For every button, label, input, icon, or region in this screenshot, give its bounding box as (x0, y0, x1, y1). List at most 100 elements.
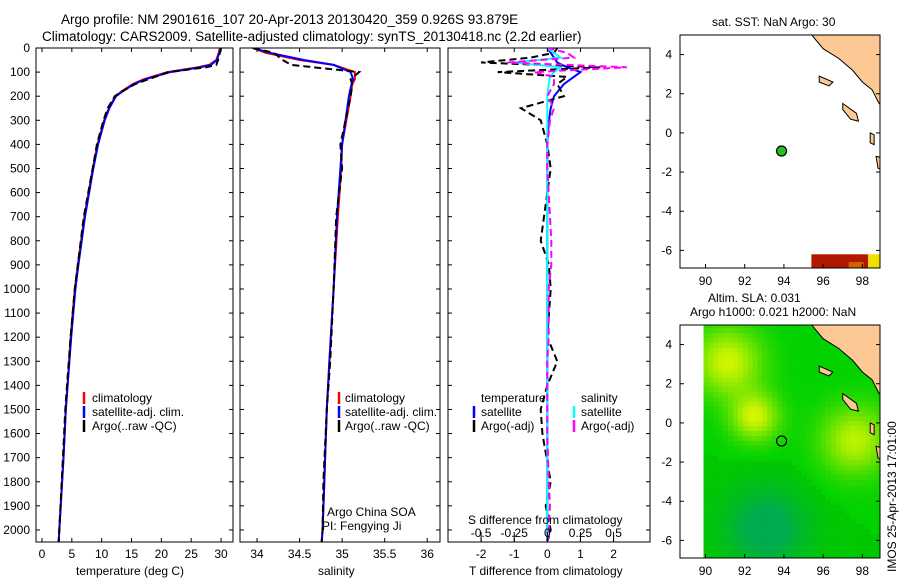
sla-cell (791, 513, 797, 520)
sla-cell (860, 538, 866, 544)
sla-cell (777, 367, 783, 373)
sla-cell (835, 460, 842, 466)
y-tick-label: -2 (661, 165, 672, 179)
sla-cell (777, 548, 783, 554)
sla-cell (816, 376, 822, 383)
sla-cell (796, 396, 802, 402)
sla-cell (732, 425, 739, 432)
y-tick-label: 2 (665, 87, 672, 101)
sla-cell (835, 553, 842, 558)
sla-cell (737, 357, 744, 363)
sla-cell (757, 367, 763, 373)
map-content (703, 325, 880, 558)
sla-cell (742, 347, 748, 353)
sla-cell (718, 494, 724, 500)
sla-cell (713, 450, 719, 456)
sla-cell (713, 386, 719, 392)
sla-cell (737, 538, 744, 544)
sla-cell (781, 504, 788, 510)
sla-cell (855, 435, 861, 441)
sla-cell (752, 325, 758, 329)
x-tick-label: 0 (39, 547, 46, 561)
sla-cell (826, 474, 832, 480)
sla-cell (816, 425, 822, 432)
sla-cell (767, 543, 773, 549)
sla-cell (708, 357, 714, 363)
sla-cell (870, 499, 876, 505)
sla-cell (781, 425, 788, 432)
sla-cell (796, 435, 802, 441)
sla-cell (767, 376, 773, 383)
sla-cell (742, 484, 748, 490)
sla-cell (786, 489, 793, 495)
sla-cell (835, 513, 842, 520)
sla-cell (786, 450, 793, 456)
sla-cell (875, 430, 880, 436)
sla-cell (811, 401, 817, 407)
sla-cell (826, 396, 832, 402)
sla-cell (747, 342, 753, 348)
argo-position-marker (775, 435, 788, 447)
sla-cell (791, 499, 797, 505)
sla-cell (845, 509, 851, 515)
sla-cell (708, 416, 714, 422)
sla-cell (865, 513, 871, 520)
sla-cell (742, 469, 748, 476)
sla-cell (791, 332, 797, 339)
sla-cell (821, 376, 827, 383)
sla-cell (752, 430, 758, 436)
sla-cell (752, 425, 758, 432)
sla-cell (728, 391, 734, 397)
sla-cell (772, 489, 778, 495)
sla-cell (713, 553, 719, 558)
sla-cell (791, 342, 797, 348)
sla-cell (718, 352, 724, 358)
sla-cell (855, 445, 861, 451)
sla-cell (811, 533, 817, 539)
sla-cell (737, 420, 744, 427)
sla-cell (826, 518, 832, 525)
sla-cell (875, 474, 880, 480)
sla-cell (718, 342, 724, 348)
sla-cell (811, 435, 817, 441)
sla-cell (718, 464, 724, 471)
sla-cell (875, 513, 880, 520)
sla-cell (703, 371, 709, 378)
sla-cell (752, 440, 758, 446)
sla-cell (821, 523, 827, 529)
sla-cell (850, 445, 856, 451)
sla-cell (806, 406, 812, 412)
sla-cell (845, 484, 851, 490)
sla-cell (806, 504, 812, 510)
sla-cell (830, 386, 837, 392)
sla-cell (762, 548, 768, 554)
sla-cell (703, 416, 709, 422)
sla-cell (845, 416, 851, 422)
sla-cell (821, 342, 827, 348)
sla-cell (855, 440, 861, 446)
sla-cell (752, 396, 758, 402)
sla-cell (835, 347, 842, 353)
sla-cell (747, 509, 753, 515)
sla-cell (742, 396, 748, 402)
sla-cell (708, 327, 714, 334)
sla-cell (718, 371, 724, 378)
sla-cell (811, 469, 817, 476)
sla-cell (718, 499, 724, 505)
sla-cell (816, 420, 822, 427)
sla-cell (713, 406, 719, 412)
sla-cell (855, 523, 861, 529)
sla-cell (708, 455, 714, 461)
sla-cell (747, 538, 753, 544)
sla-cell (806, 440, 812, 446)
sla-cell (742, 391, 748, 397)
sla-cell (742, 357, 748, 363)
sla-cell (747, 469, 753, 476)
sla-cell (723, 518, 729, 525)
sla-cell (723, 460, 729, 466)
sla-cell (767, 494, 773, 500)
sla-cell (708, 469, 714, 476)
sla-cell (801, 533, 807, 539)
sla-cell (826, 450, 832, 456)
sla-cell (718, 416, 724, 422)
